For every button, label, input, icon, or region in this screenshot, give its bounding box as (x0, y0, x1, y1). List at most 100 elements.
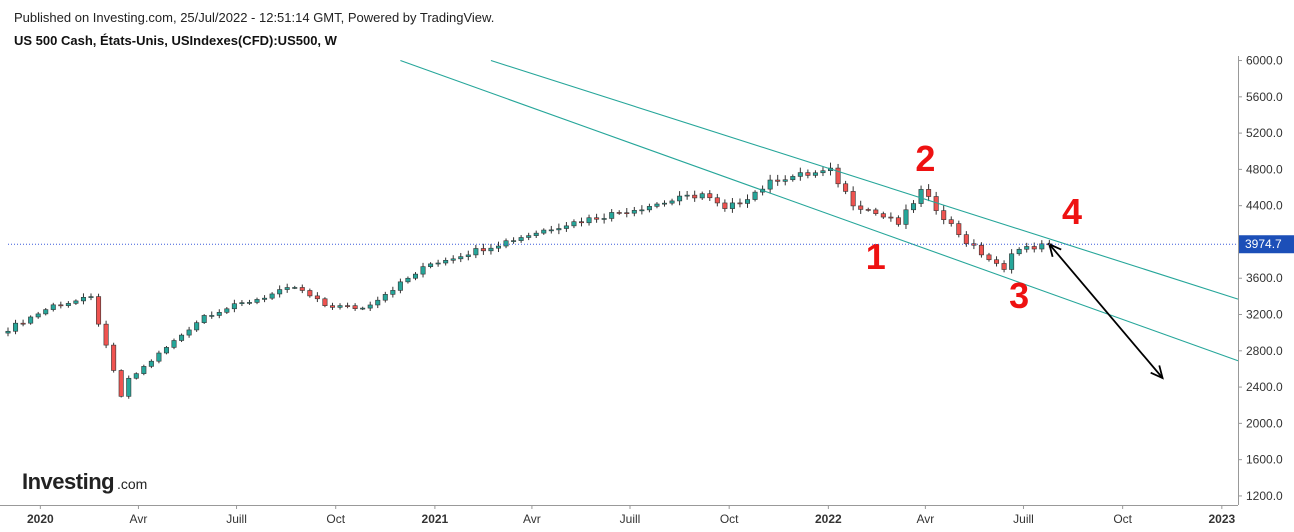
candle (903, 204, 909, 229)
candle (684, 190, 690, 200)
logo-suffix-text: .com (117, 476, 147, 492)
candle-body (662, 202, 668, 205)
candle (163, 345, 169, 355)
candle-body (465, 254, 471, 257)
price-tick-label: 3200.0 (1246, 308, 1283, 322)
candle (73, 299, 79, 305)
candle-body (1016, 248, 1022, 255)
time-tick-label: 2021 (422, 512, 449, 526)
candle (428, 262, 434, 269)
price-tick-label: 5600.0 (1246, 90, 1283, 104)
channel-line[interactable] (490, 60, 1239, 300)
candle (948, 216, 954, 227)
candle (65, 301, 71, 308)
candle (216, 309, 222, 319)
candle (662, 200, 668, 207)
candle-body (948, 219, 954, 224)
candle (639, 205, 645, 215)
candle-body (631, 210, 637, 214)
candle-body (428, 263, 434, 267)
candle-body (609, 212, 615, 219)
candle-body (450, 258, 456, 261)
price-tick-label: 6000.0 (1246, 54, 1283, 68)
candle (352, 303, 358, 311)
candle (314, 292, 320, 303)
candle-body (13, 322, 19, 332)
trendlines-layer (400, 60, 1239, 380)
channel-line[interactable] (400, 60, 1239, 362)
candle (563, 222, 569, 232)
candle (631, 206, 637, 217)
candle-body (141, 366, 147, 374)
candle-body (1001, 263, 1007, 270)
candle (586, 214, 592, 226)
candle (141, 364, 147, 376)
candle (495, 241, 501, 253)
candle (745, 194, 751, 208)
candle-body (541, 229, 547, 234)
candle-body (601, 218, 607, 220)
time-tick-label: 2020 (27, 512, 54, 526)
candle-body (692, 194, 698, 199)
candle-body (126, 377, 132, 397)
candle (450, 255, 456, 264)
candle-body (850, 191, 856, 207)
candle (895, 215, 901, 227)
candle (835, 163, 841, 188)
candle-body (858, 205, 864, 210)
candle (133, 372, 139, 380)
candle (329, 302, 335, 310)
candle-body (526, 235, 532, 238)
price-axis[interactable]: 1200.01600.02000.02400.02800.03200.03600… (8, 54, 1294, 505)
candle-body (329, 305, 335, 308)
candle (518, 235, 524, 243)
candle-body (865, 209, 871, 211)
candle-body (50, 304, 56, 310)
candle (473, 244, 479, 259)
candle-body (918, 189, 924, 204)
time-tick-label: Juill (620, 512, 641, 526)
candle-body (978, 244, 984, 256)
candle-body (677, 195, 683, 202)
candle (345, 302, 351, 309)
candle (96, 293, 102, 327)
candle (103, 320, 109, 349)
candle (480, 243, 486, 255)
candles-layer (5, 162, 1052, 399)
candle (669, 198, 675, 206)
time-axis[interactable]: 2020 Avr Juill Oct 2021 Avr Juill Oct 2022 Avr Jui… (0, 505, 1238, 526)
candle (1039, 240, 1045, 253)
wave-label-2: 2 (915, 138, 935, 179)
candle (533, 230, 539, 239)
candle (790, 174, 796, 182)
candle (458, 252, 464, 263)
candle (714, 193, 720, 207)
projection-arrow[interactable] (1048, 243, 1164, 379)
candle-body (420, 266, 426, 275)
candle-body (624, 212, 630, 214)
candle (805, 169, 811, 179)
candle-body (473, 248, 479, 256)
candle (503, 238, 509, 249)
candle-body (246, 302, 252, 304)
candle (337, 303, 343, 310)
candle-body (843, 183, 849, 192)
candle (511, 237, 517, 244)
candle-body (231, 303, 237, 310)
candle-body (518, 237, 524, 241)
candle (299, 284, 305, 294)
candle (239, 300, 245, 307)
candle (28, 315, 34, 325)
candle-body (707, 193, 713, 199)
candle (526, 232, 532, 241)
annotations-layer: 1 2 3 4 (866, 138, 1082, 316)
candle-body (284, 287, 290, 290)
price-tick-label: 2400.0 (1246, 380, 1283, 394)
candle-body (1009, 253, 1015, 270)
candle (156, 350, 162, 364)
candle-body (58, 304, 64, 307)
candle-body (345, 305, 351, 307)
candle-body (699, 193, 705, 199)
candle (767, 174, 773, 194)
